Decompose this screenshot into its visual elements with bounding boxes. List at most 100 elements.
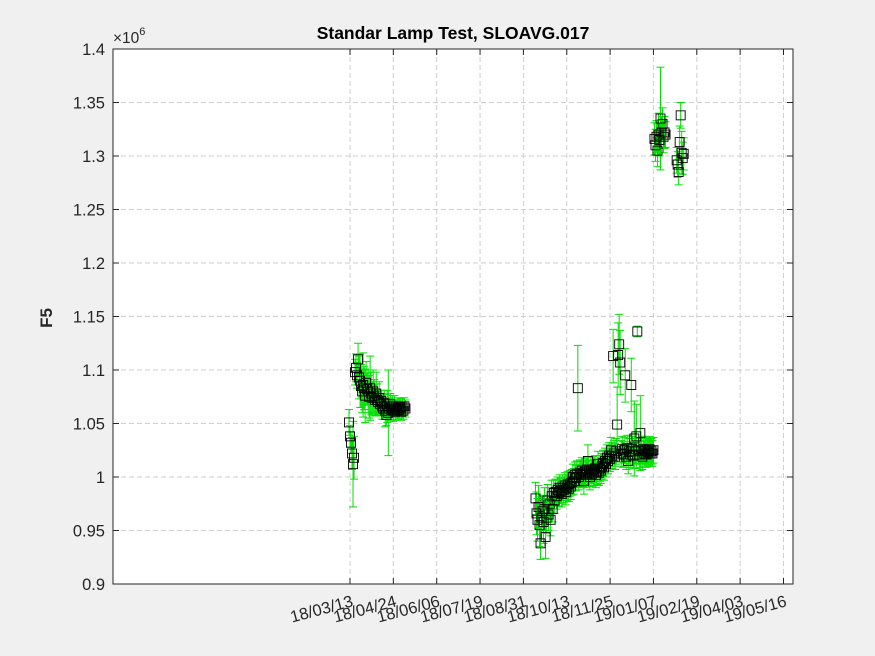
data-point	[399, 401, 410, 412]
y-tick-label: 1.1	[82, 362, 105, 380]
data-point	[543, 509, 554, 520]
data-point	[379, 398, 390, 409]
data-point	[544, 498, 555, 509]
data-point	[537, 506, 548, 517]
data-point	[534, 520, 545, 531]
y-tick-label: 1.15	[73, 309, 105, 327]
error-bar	[344, 409, 353, 436]
data-point	[597, 461, 607, 472]
data-point	[654, 134, 665, 145]
data-point	[635, 428, 646, 439]
data-point	[535, 538, 546, 549]
data-point	[632, 326, 643, 337]
data-point	[610, 451, 621, 462]
data-point	[615, 357, 626, 368]
y-tick-label: 1.25	[73, 202, 105, 220]
data-point	[344, 417, 354, 428]
y-tick-label: 1.05	[73, 416, 105, 434]
data-point	[652, 145, 663, 156]
data-point	[614, 339, 625, 350]
data-point	[400, 403, 411, 414]
error-bar	[647, 437, 656, 465]
data-point	[553, 488, 564, 498]
data-point	[675, 110, 686, 121]
data-point	[365, 383, 376, 394]
y-tick-label: 1.35	[73, 95, 105, 113]
data-point	[548, 488, 559, 498]
data-point	[582, 456, 593, 466]
data-point	[643, 447, 654, 458]
error-bar	[349, 420, 358, 508]
y-tick-label: 0.9	[82, 576, 105, 594]
error-bar	[611, 443, 620, 471]
data-point	[655, 113, 666, 124]
data-point	[672, 159, 683, 170]
y-exponent-base: ×10	[113, 30, 140, 47]
data-point	[540, 531, 551, 542]
data-point	[676, 147, 687, 158]
data-point	[626, 380, 637, 390]
data-point	[648, 445, 659, 456]
y-tick-label: 1	[96, 469, 105, 487]
data-point	[349, 452, 359, 463]
data-point	[620, 370, 631, 381]
data-point	[678, 148, 689, 159]
data-point	[353, 354, 364, 365]
error-bar	[614, 322, 623, 388]
data-point	[563, 483, 574, 494]
data-point	[631, 431, 642, 442]
error-bar	[401, 399, 410, 418]
data-point	[646, 446, 657, 457]
grid-lines	[113, 49, 793, 584]
y-tick-label: 0.95	[73, 523, 105, 541]
y-tick-label: 1.4	[82, 41, 105, 59]
data-point	[612, 419, 623, 430]
data-point	[622, 443, 633, 454]
data-point	[348, 459, 358, 470]
y-exponent-label: ×106	[113, 26, 145, 47]
data-point	[611, 446, 622, 457]
error-bar	[609, 328, 618, 384]
data-point	[659, 127, 670, 138]
data-point	[647, 448, 658, 459]
data-point	[653, 129, 664, 140]
data-point	[564, 478, 575, 489]
error-bar	[661, 121, 670, 148]
data-point	[394, 404, 405, 415]
data-point	[599, 462, 610, 473]
data-point	[629, 433, 640, 444]
error-bar	[615, 313, 624, 375]
chart-title: Standar Lamp Test, SLOAVG.017	[317, 23, 590, 43]
data-point	[555, 485, 566, 496]
data-point	[606, 445, 617, 456]
data-markers	[344, 110, 689, 549]
data-point	[673, 167, 684, 178]
data-point	[352, 370, 363, 381]
error-bar	[366, 355, 375, 421]
y-tick-label: 1.3	[82, 148, 105, 166]
error-bar	[365, 374, 374, 419]
data-point	[345, 431, 355, 442]
error-bar	[676, 102, 685, 129]
data-point	[545, 514, 556, 525]
data-point	[346, 437, 356, 448]
error-bar	[649, 436, 658, 464]
y-axis-label: F5	[37, 308, 56, 328]
data-point	[396, 406, 407, 417]
y-axis-ticks: 0.9 0.95 1 1.05 1.1 1.15 1.2 1.25 1.3 1.35 1.4	[73, 41, 793, 594]
data-point	[608, 351, 619, 362]
data-point	[617, 444, 628, 455]
error-bar	[360, 366, 369, 411]
error-bar	[573, 344, 582, 432]
data-point	[660, 129, 671, 140]
data-point	[541, 512, 552, 523]
data-point	[623, 456, 634, 466]
error-bar	[633, 325, 642, 338]
data-point	[674, 137, 685, 148]
error-bar	[632, 403, 641, 469]
error-bar	[616, 329, 625, 396]
data-point	[613, 350, 624, 360]
data-point	[572, 383, 583, 394]
y-tick-label: 1.2	[82, 255, 105, 273]
